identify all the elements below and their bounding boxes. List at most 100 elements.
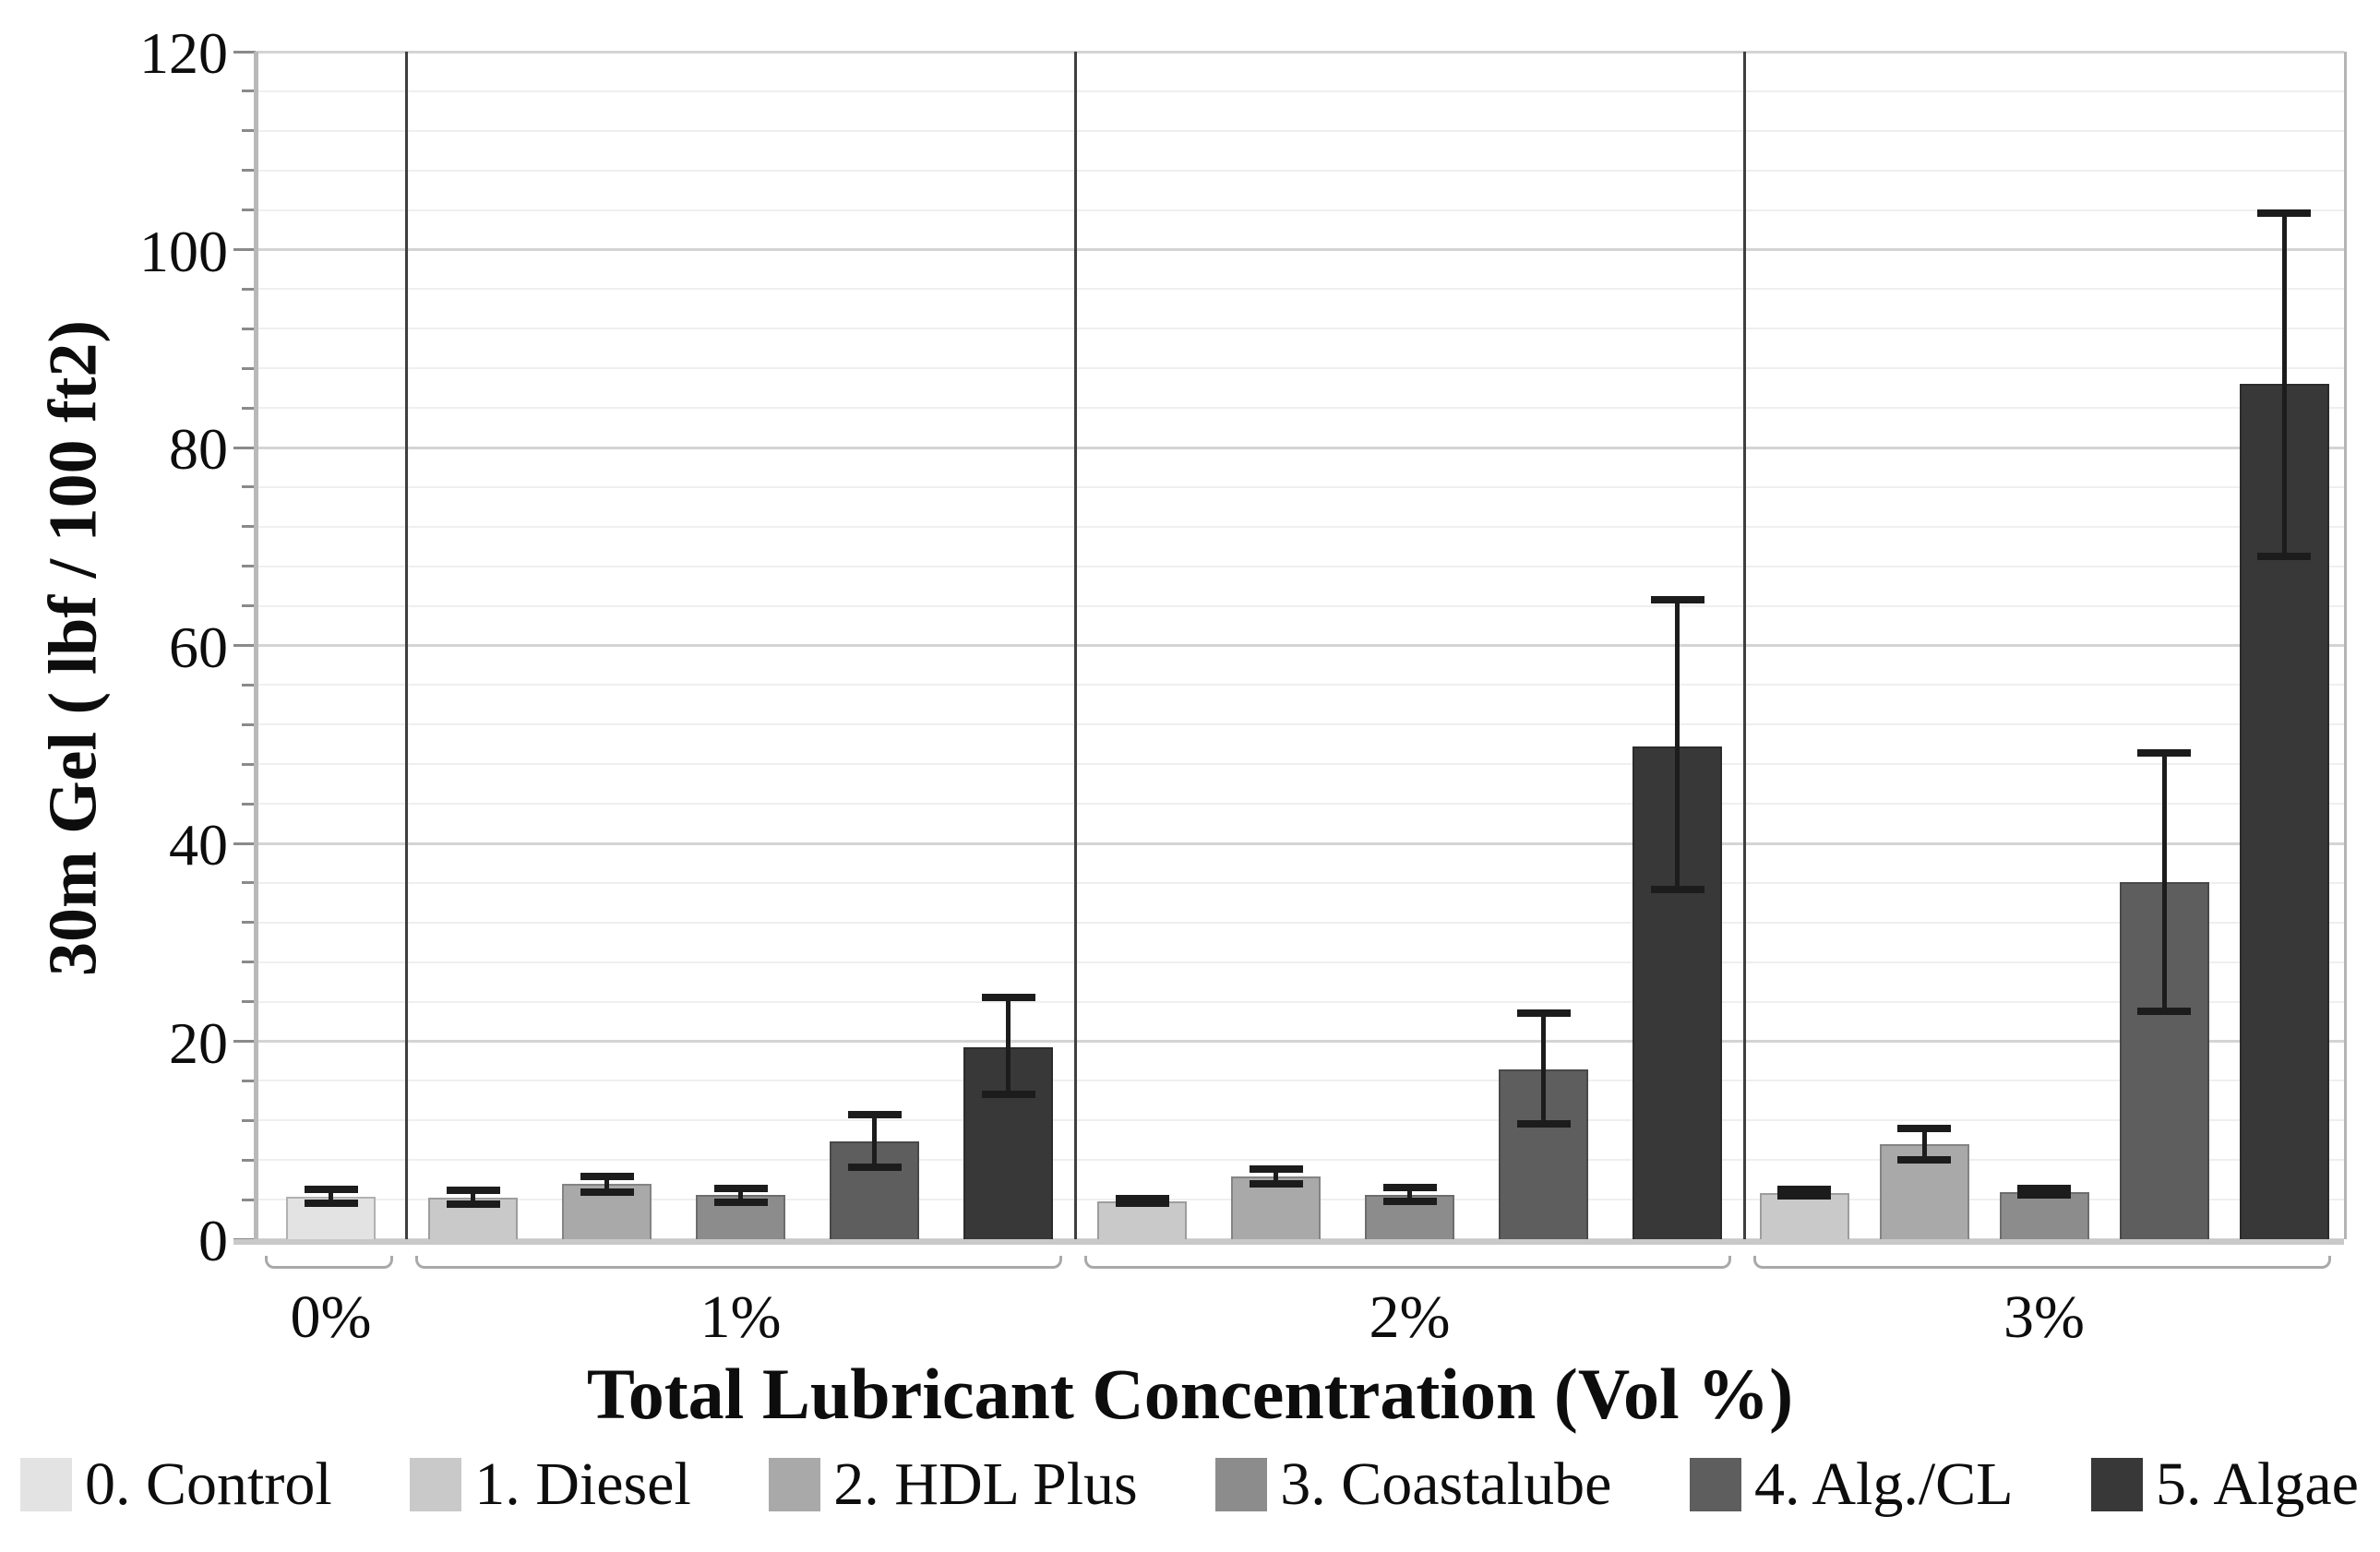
gridline-minor bbox=[256, 565, 2344, 567]
gridline-minor bbox=[256, 328, 2344, 330]
y-tick-minor bbox=[242, 169, 256, 173]
y-tick-minor bbox=[242, 209, 256, 212]
y-axis-line bbox=[254, 52, 258, 1242]
gridline-minor bbox=[256, 367, 2344, 370]
error-bar-line bbox=[1541, 1013, 1546, 1124]
y-tick-minor bbox=[242, 366, 256, 370]
gridline-minor bbox=[256, 723, 2344, 726]
error-bar-cap-top bbox=[446, 1187, 500, 1195]
y-tick-minor bbox=[242, 802, 256, 806]
error-bar-cap-bottom bbox=[1249, 1179, 1303, 1188]
error-bar-line bbox=[1921, 1128, 1927, 1161]
y-tick-minor bbox=[242, 287, 256, 291]
error-bar-line bbox=[329, 1189, 333, 1204]
error-bar-cap-bottom bbox=[446, 1200, 500, 1209]
y-tick-minor bbox=[242, 1118, 256, 1122]
y-tick-label: 120 bbox=[139, 20, 228, 86]
y-tick-major bbox=[233, 1040, 256, 1043]
legend-swatch-icon bbox=[20, 1458, 72, 1511]
gridline-minor bbox=[256, 90, 2344, 92]
gridline-major bbox=[256, 1040, 2344, 1043]
y-tick-label: 60 bbox=[169, 614, 228, 680]
y-tick-minor bbox=[242, 921, 256, 925]
gridline-minor bbox=[256, 1080, 2344, 1082]
error-bar-cap-top bbox=[304, 1186, 358, 1194]
error-bar-line bbox=[1006, 997, 1011, 1095]
error-bar-cap-bottom bbox=[580, 1188, 634, 1196]
gridline-minor bbox=[256, 129, 2344, 132]
y-tick-minor bbox=[242, 485, 256, 489]
legend-swatch-icon bbox=[1689, 1458, 1741, 1511]
error-bar-line bbox=[2281, 212, 2287, 556]
legend-label: 3. Coastalube bbox=[1280, 1451, 1612, 1518]
y-tick-minor bbox=[242, 762, 256, 766]
panel-divider bbox=[1073, 52, 1077, 1239]
gridline-minor bbox=[256, 485, 2344, 488]
y-tick-label: 80 bbox=[169, 416, 228, 482]
y-tick-minor bbox=[242, 683, 256, 686]
gridline-minor bbox=[256, 1000, 2344, 1003]
x-axis-title: Total Lubricant Concentration (Vol %) bbox=[586, 1354, 1794, 1434]
gridline-major bbox=[256, 842, 2344, 845]
x-group-label: 0% bbox=[290, 1283, 372, 1351]
y-tick-label: 40 bbox=[169, 812, 228, 877]
error-bar-cap-bottom bbox=[1897, 1156, 1951, 1164]
y-tick-minor bbox=[242, 881, 256, 885]
gridline-minor bbox=[256, 961, 2344, 963]
gridline-minor bbox=[256, 525, 2344, 528]
legend: 0. Control 1. Diesel 2. HDL Plus 3. Coastal… bbox=[20, 1454, 2359, 1515]
y-tick-minor bbox=[242, 722, 256, 726]
legend-swatch-icon bbox=[410, 1458, 462, 1511]
error-bar-cap-bottom bbox=[304, 1200, 358, 1208]
error-bar-cap-top bbox=[847, 1110, 902, 1118]
y-tick-minor bbox=[242, 1079, 256, 1082]
error-bar-cap-bottom bbox=[2257, 552, 2311, 560]
x-group-label: 1% bbox=[700, 1283, 782, 1351]
error-bar-cap-bottom bbox=[2137, 1008, 2191, 1016]
bar-3-Coastalube-3% bbox=[1999, 1191, 2089, 1239]
gridline-minor bbox=[256, 407, 2344, 410]
error-bar-cap-top bbox=[2137, 749, 2191, 758]
gridline-minor bbox=[256, 684, 2344, 686]
gridline-major bbox=[256, 446, 2344, 449]
error-bar-cap-top bbox=[981, 994, 1035, 1002]
y-tick-major bbox=[233, 842, 256, 845]
legend-item-1: 1. Diesel bbox=[410, 1454, 691, 1515]
group-bracket bbox=[1084, 1256, 1731, 1269]
error-bar-cap-bottom bbox=[2017, 1190, 2071, 1199]
y-tick-minor bbox=[242, 1198, 256, 1201]
legend-swatch-icon bbox=[2091, 1458, 2144, 1511]
gridline-major bbox=[256, 50, 2344, 54]
error-bar-line bbox=[2161, 753, 2167, 1012]
y-tick-minor bbox=[242, 565, 256, 568]
y-tick-minor bbox=[242, 90, 256, 93]
legend-label: 0. Control bbox=[85, 1451, 332, 1518]
error-bar-cap-top bbox=[1249, 1164, 1303, 1173]
bar-3-Coastalube-1% bbox=[696, 1194, 785, 1239]
y-tick-label: 0 bbox=[198, 1208, 228, 1273]
error-bar-cap-top bbox=[1115, 1195, 1169, 1203]
error-bar-line bbox=[738, 1188, 743, 1203]
gridline-major bbox=[256, 248, 2344, 251]
legend-item-2: 2. HDL Plus bbox=[769, 1454, 1138, 1515]
gridline-minor bbox=[256, 921, 2344, 924]
error-bar-cap-top bbox=[713, 1185, 768, 1193]
legend-item-0: 0. Control bbox=[20, 1454, 332, 1515]
bar-1-Diesel-3% bbox=[1759, 1192, 1849, 1239]
error-bar-line bbox=[1274, 1168, 1278, 1184]
y-tick-label: 20 bbox=[169, 1009, 228, 1076]
y-tick-minor bbox=[242, 1000, 256, 1004]
legend-item-4: 4. Alg./CL bbox=[1689, 1454, 2014, 1515]
y-tick-minor bbox=[242, 961, 256, 964]
gridline-minor bbox=[256, 288, 2344, 291]
error-bar-cap-bottom bbox=[1115, 1200, 1169, 1208]
group-bracket bbox=[1753, 1256, 2331, 1269]
y-tick-major bbox=[233, 248, 256, 251]
error-bar-cap-top bbox=[580, 1173, 634, 1181]
error-bar-cap-top bbox=[1777, 1186, 1831, 1194]
y-tick-minor bbox=[242, 406, 256, 410]
error-bar-cap-top bbox=[1650, 596, 1704, 604]
y-tick-minor bbox=[242, 327, 256, 330]
error-bar-line bbox=[1407, 1188, 1412, 1202]
error-bar-cap-bottom bbox=[981, 1091, 1035, 1099]
